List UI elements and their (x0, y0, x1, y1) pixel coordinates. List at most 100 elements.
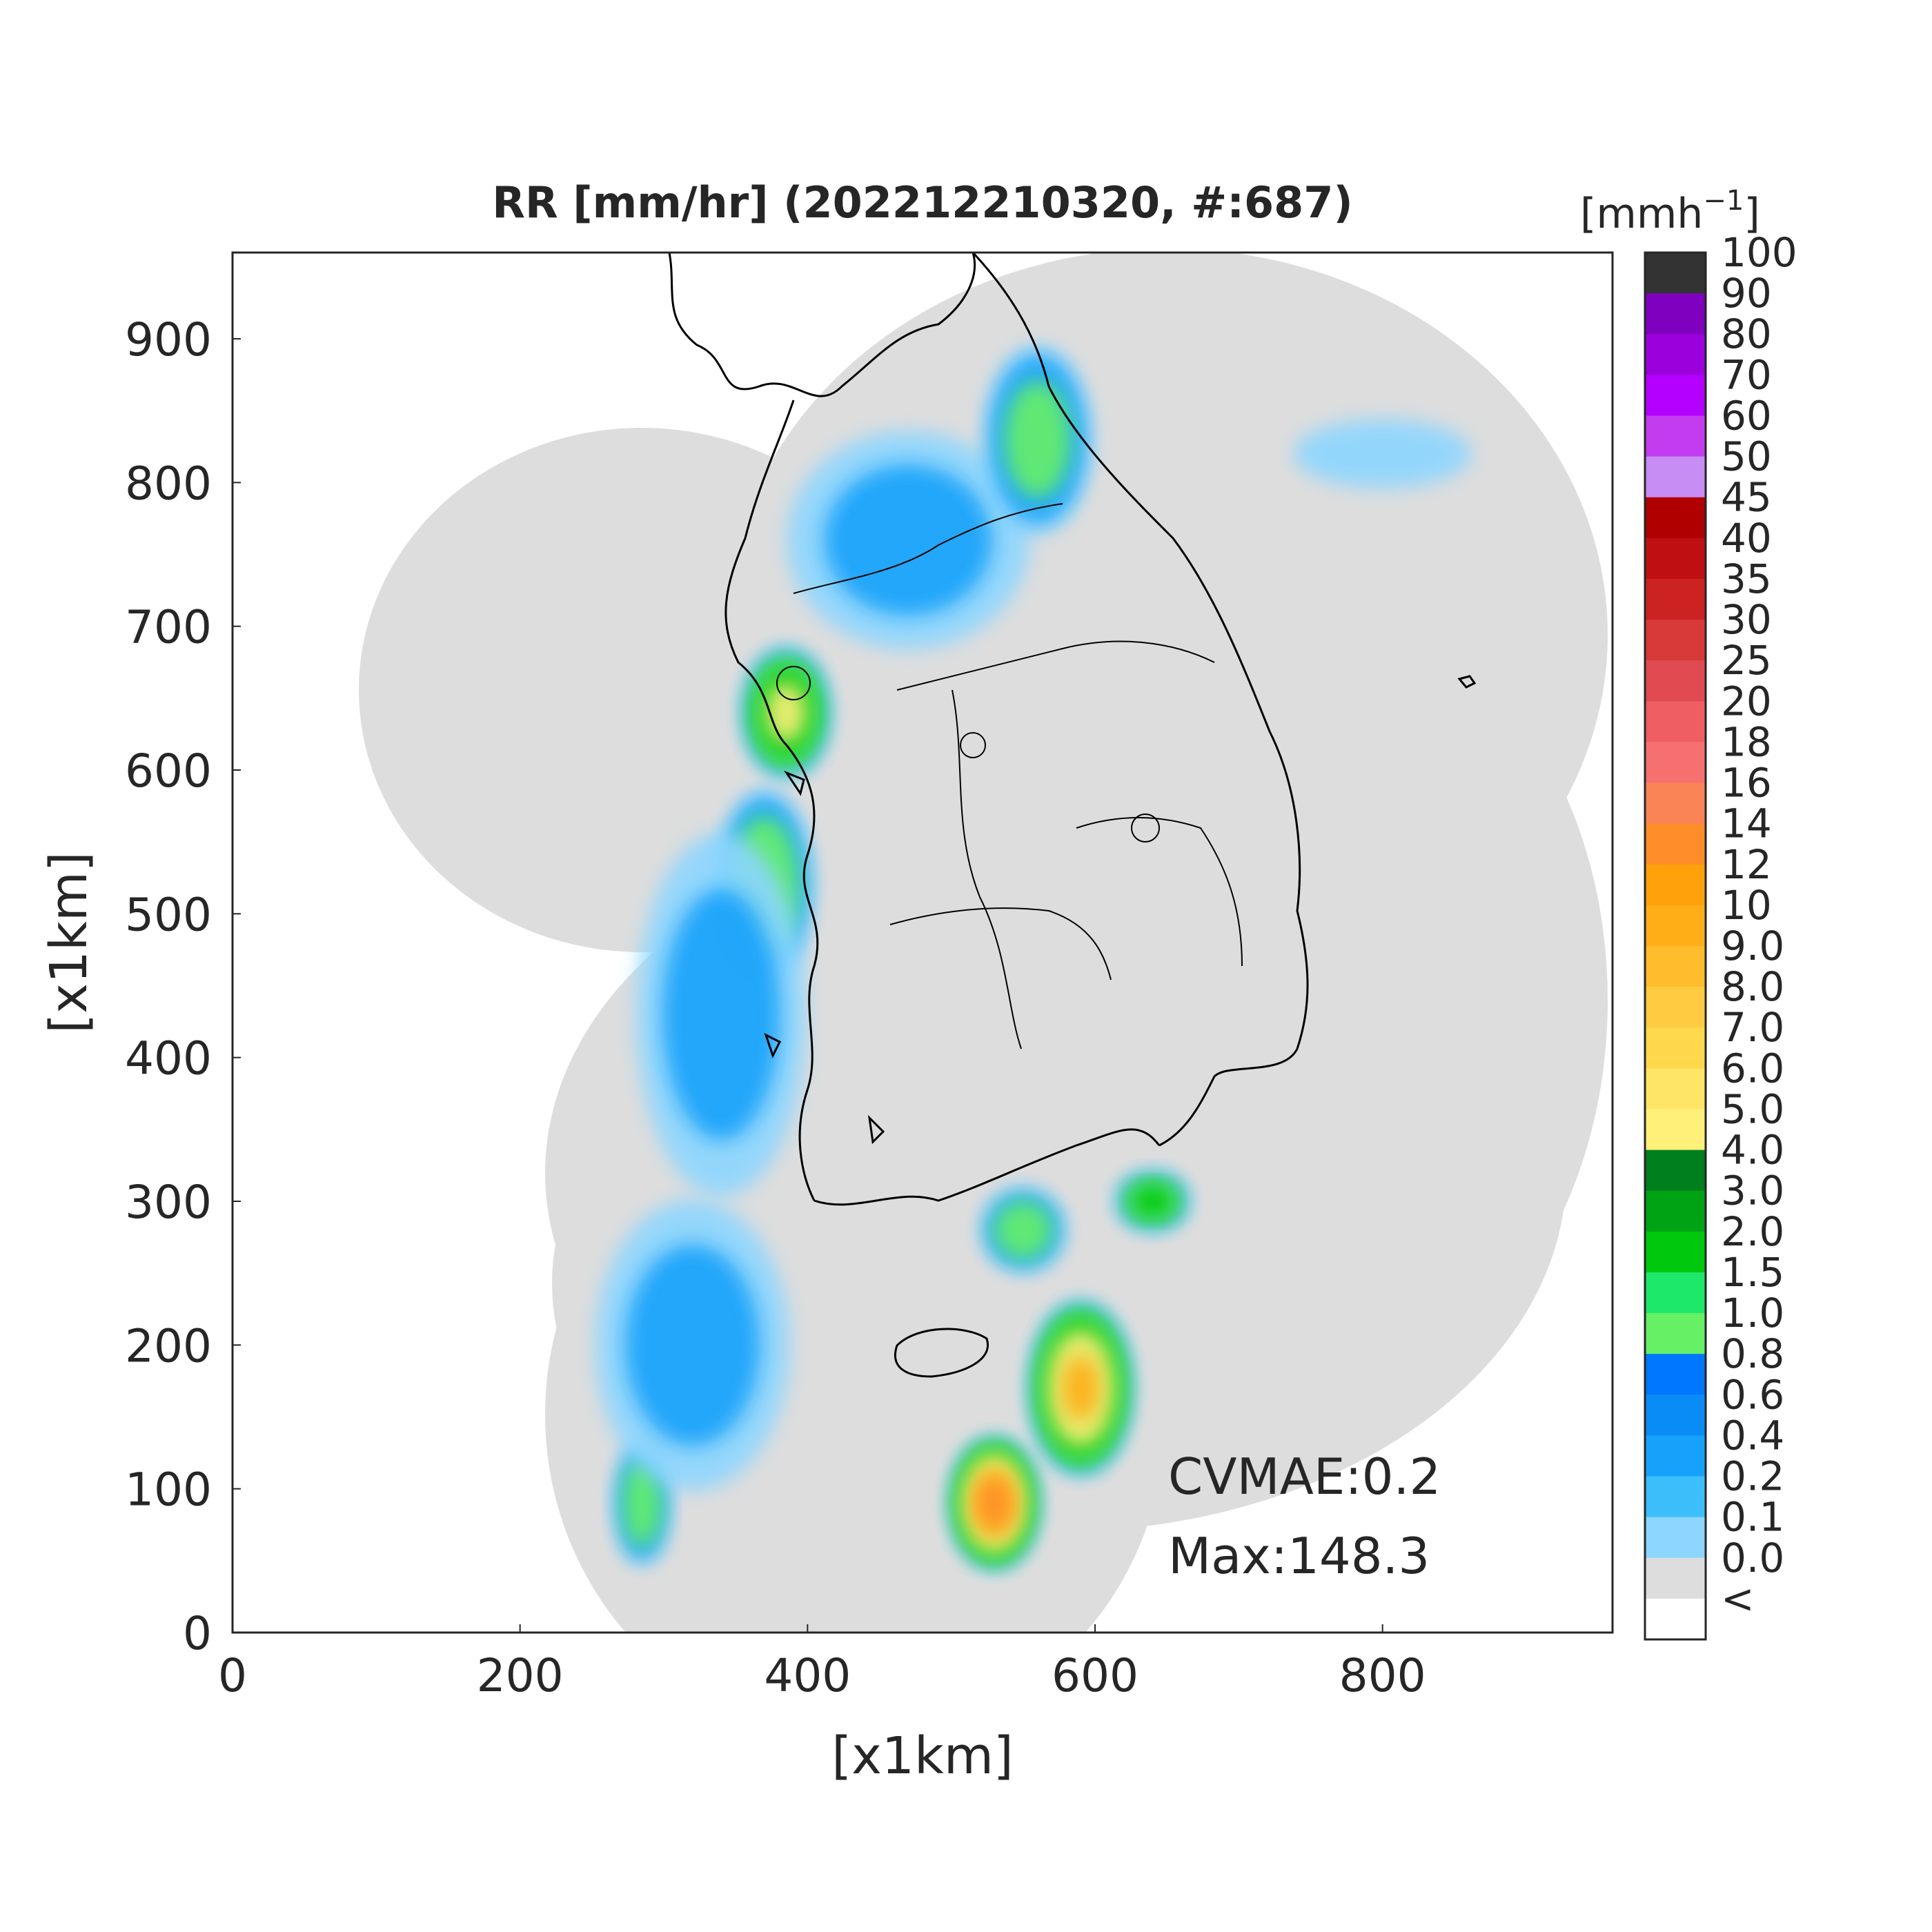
colorbar-swatch (1645, 1598, 1706, 1640)
colorbar-swatch (1645, 253, 1706, 294)
colorbar-swatch (1645, 1517, 1706, 1559)
colorbar-swatch (1645, 1476, 1706, 1518)
plot-area: CVMAE:0.2 Max:148.3 (233, 253, 1613, 1633)
colorbar-tick-label: 14 (1721, 800, 1772, 847)
colorbar-swatch (1645, 1557, 1706, 1599)
rain-cell (662, 889, 780, 1141)
rain-cell (765, 681, 807, 744)
rain-cell (1293, 419, 1472, 489)
colorbar-swatch (1645, 497, 1706, 539)
y-axis: 0 100 200 300 400 500 600 700 800 900 (125, 313, 241, 1660)
colorbar-swatch (1645, 334, 1706, 375)
colorbar-swatch (1645, 1068, 1706, 1110)
colorbar-tick-label: 90 (1721, 270, 1772, 317)
jeju-island (894, 1328, 989, 1378)
coastline-west (724, 400, 819, 1201)
colorbar-tick-label: 40 (1721, 515, 1772, 562)
colorbar-swatch (1645, 946, 1706, 987)
border-3 (952, 689, 1022, 1049)
colorbar-unit-label: [mmh−1] (1580, 185, 1760, 238)
colorbar-tick-label: 60 (1721, 392, 1772, 439)
axes-frame (231, 251, 1614, 1634)
colorbar-tick-label: 16 (1721, 760, 1772, 807)
colorbar-tick-label: 0.1 (1721, 1494, 1784, 1541)
colorbar-swatch (1645, 538, 1706, 580)
colorbar-swatch (1645, 987, 1706, 1028)
rain-layer (595, 345, 1472, 1568)
city-daejeon (960, 732, 986, 758)
annotations: CVMAE:0.2 Max:148.3 (1168, 1448, 1441, 1585)
colorbar-tick-label: 8.0 (1721, 963, 1784, 1010)
colorbar-unit-superscript: −1 (1703, 185, 1744, 217)
y-tick-label: 800 (125, 457, 212, 510)
cvmae-annotation: CVMAE:0.2 (1168, 1448, 1441, 1506)
y-tick-label: 300 (125, 1176, 212, 1229)
x-tick-label: 800 (1339, 1649, 1426, 1702)
chart-title: RR [mm/hr] (202212210320, #:687) (492, 177, 1353, 228)
coastline-north (668, 253, 976, 397)
colorbar-swatch (1645, 1272, 1706, 1314)
colorbar-swatch (1645, 375, 1706, 416)
colorbar-swatch (1645, 701, 1706, 742)
border-5 (889, 907, 1112, 980)
x-axis-label: [x1km] (831, 1726, 1014, 1786)
y-tick-label: 500 (125, 888, 212, 941)
colorbar-swatch (1645, 742, 1706, 784)
colorbar-tick-label: 2.0 (1721, 1208, 1784, 1255)
colorbar-unit-close: ] (1744, 190, 1759, 238)
coastline-south (814, 1128, 1161, 1206)
y-tick-label: 600 (125, 745, 212, 798)
colorbar-tick-label: 9.0 (1721, 923, 1784, 969)
colorbar-tick-label: 35 (1721, 555, 1772, 602)
rain-cell (625, 1244, 760, 1446)
colorbar-tick-label: 1.5 (1721, 1249, 1784, 1296)
rain-cell (1004, 380, 1072, 498)
y-axis-label: [x1km] (39, 851, 99, 1034)
colorbar-swatch (1645, 1027, 1706, 1069)
colorbar-swatch (1645, 1109, 1706, 1151)
colorbar-tick-label: 18 (1721, 718, 1772, 765)
y-tick-label: 400 (125, 1032, 212, 1085)
border-4 (1076, 817, 1243, 967)
island-cluster-west (764, 770, 885, 1145)
colorbar-tick-label: 45 (1721, 474, 1772, 521)
colorbar-swatch (1645, 1354, 1706, 1395)
colorbar-tick-label: < (1721, 1575, 1755, 1622)
colorbar-swatch (1645, 1231, 1706, 1273)
colorbar-swatch (1645, 1190, 1706, 1232)
colorbar-tick-label: 0.2 (1721, 1453, 1784, 1500)
coastline (668, 253, 1477, 1378)
colorbar-tick-label: 70 (1721, 351, 1772, 398)
colorbar-tick-label: 30 (1721, 596, 1772, 643)
colorbar-tick-label: 100 (1721, 229, 1797, 276)
colorbar-swatch (1645, 1150, 1706, 1192)
x-axis: 0 200 400 600 800 (218, 1624, 1426, 1702)
y-tick-label: 100 (125, 1463, 212, 1517)
border-1 (793, 503, 1063, 594)
colorbar-tick-label: 3.0 (1721, 1167, 1784, 1214)
colorbar-tick-label: 0.0 (1721, 1535, 1784, 1581)
colorbar-tick-label: 1.0 (1721, 1290, 1784, 1337)
colorbar-tick-label: 10 (1721, 882, 1772, 929)
x-tick-label: 200 (477, 1649, 564, 1702)
colorbar-frame (1644, 251, 1707, 1641)
colorbar-tick-label: 50 (1721, 433, 1772, 480)
colorbar: 100908070605045403530252018161412109.08.… (1645, 229, 1797, 1640)
colorbar-swatch (1645, 660, 1706, 702)
colorbar-swatch (1645, 1313, 1706, 1354)
colorbar-swatch (1645, 905, 1706, 947)
colorbar-swatch (1645, 1394, 1706, 1436)
y-tick-label: 900 (125, 313, 212, 366)
province-borders (793, 503, 1243, 1049)
colorbar-tick-label: 6.0 (1721, 1045, 1784, 1092)
colorbar-swatch (1645, 578, 1706, 620)
colorbar-swatch (1645, 415, 1706, 457)
colorbar-tick-label: 7.0 (1721, 1004, 1784, 1051)
rain-cell (993, 1200, 1053, 1260)
colorbar-tick-label: 80 (1721, 310, 1772, 357)
x-tick-label: 0 (218, 1649, 247, 1702)
y-tick-label: 0 (183, 1607, 212, 1660)
colorbar-tick-label: 25 (1721, 637, 1772, 684)
x-tick-label: 600 (1052, 1649, 1138, 1702)
